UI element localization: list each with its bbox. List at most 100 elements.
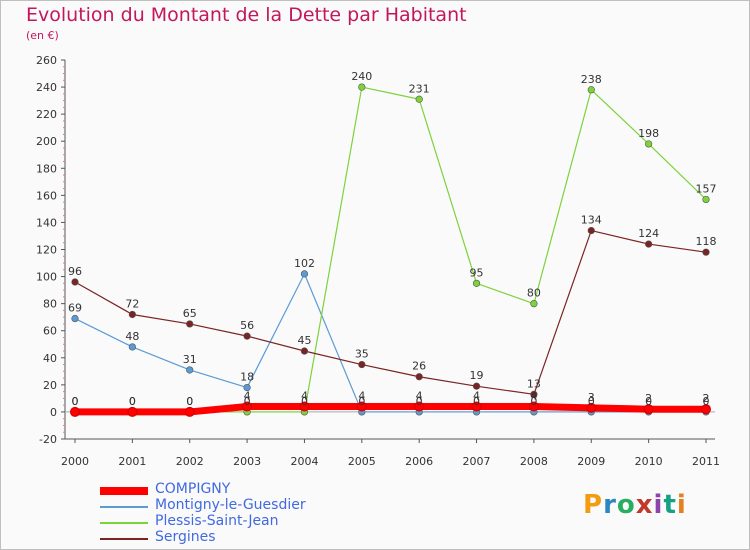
data-label-sergines: 124 <box>638 227 659 240</box>
x-tick-label: 2009 <box>577 455 605 468</box>
data-label-compigny: 4 <box>530 390 537 403</box>
data-point-compigny <box>528 401 539 412</box>
x-tick-label: 2002 <box>176 455 204 468</box>
data-label-compigny: 2 <box>645 392 652 405</box>
chart-title: Evolution du Montant de la Dette par Hab… <box>26 4 467 26</box>
x-tick-label: 2010 <box>635 455 663 468</box>
data-point-sergines <box>645 240 653 248</box>
y-tick-label: 40 <box>43 352 57 365</box>
data-point-sergines <box>415 373 423 381</box>
data-label-montigny-le-guesdier: 102 <box>294 257 315 270</box>
data-point-compigny <box>184 406 195 417</box>
x-tick-label: 2007 <box>463 455 491 468</box>
data-point-sergines <box>186 320 194 328</box>
data-point-plessis-saint-jean <box>358 83 366 91</box>
data-point-plessis-saint-jean <box>415 95 423 103</box>
data-label-montigny-le-guesdier: 0 <box>530 395 537 408</box>
data-point-compigny <box>299 401 310 412</box>
data-label-montigny-le-guesdier: 69 <box>68 302 82 315</box>
data-label-sergines: 72 <box>125 297 139 310</box>
data-label-plessis-saint-jean: 95 <box>470 266 484 279</box>
legend-label-plessis: Plessis-Saint-Jean <box>155 513 279 529</box>
x-tick-label: 2001 <box>118 455 146 468</box>
data-label-sergines: 35 <box>355 348 369 361</box>
data-label-compigny: 4 <box>416 390 423 403</box>
data-point-compigny <box>356 401 367 412</box>
y-tick-label: 240 <box>36 81 57 94</box>
y-tick-label: 260 <box>36 54 57 67</box>
y-tick-label: 220 <box>36 108 57 121</box>
data-point-compigny <box>471 401 482 412</box>
data-point-sergines <box>472 382 481 390</box>
data-label-compigny: 4 <box>358 390 365 403</box>
data-label-plessis-saint-jean: 0 <box>72 395 79 408</box>
logo-letter: i <box>676 490 687 520</box>
data-label-compigny: 0 <box>186 395 193 408</box>
series-line-compigny <box>75 403 706 416</box>
data-point-plessis-saint-jean <box>645 140 653 148</box>
data-label-sergines: 56 <box>240 319 254 332</box>
data-point-sergines <box>300 347 309 355</box>
y-tick-label: 180 <box>36 162 57 175</box>
data-label-montigny-le-guesdier: 48 <box>125 330 139 343</box>
data-point-sergines <box>587 226 595 235</box>
logo-letter: P <box>583 490 604 520</box>
y-tick-label: 200 <box>36 135 57 148</box>
data-point-sergines <box>702 248 710 256</box>
series-line-montigny-le-guesdier <box>74 273 706 413</box>
data-point-montigny-le-guesdier <box>186 366 194 374</box>
data-label-montigny-le-guesdier: 0 <box>358 395 365 408</box>
data-point-plessis-saint-jean <box>702 195 710 204</box>
data-point-montigny-le-guesdier <box>243 383 251 392</box>
data-point-sergines <box>128 310 136 319</box>
data-label-montigny-le-guesdier: 0 <box>416 395 423 408</box>
series-line-sergines <box>74 229 707 395</box>
data-label-plessis-saint-jean: 80 <box>527 287 541 300</box>
data-point-compigny <box>70 406 80 417</box>
data-point-plessis-saint-jean <box>530 300 538 308</box>
data-label-compigny: 0 <box>129 395 136 408</box>
x-tick-label: 2006 <box>405 455 433 468</box>
data-label-sergines: 65 <box>183 307 197 320</box>
data-point-sergines <box>71 278 79 286</box>
legend-swatch-montigny <box>100 506 148 508</box>
x-tick-label: 2011 <box>692 455 720 468</box>
data-label-plessis-saint-jean: 157 <box>696 182 717 195</box>
data-label-compigny: 3 <box>588 391 595 404</box>
logo-letter: o <box>616 490 636 520</box>
series-line-plessis-saint-jean <box>75 86 707 413</box>
data-label-compigny: 4 <box>244 390 251 403</box>
data-point-montigny-le-guesdier <box>300 270 309 278</box>
data-label-compigny: 0 <box>72 395 79 408</box>
y-tick-label: 0 <box>50 406 57 419</box>
data-label-montigny-le-guesdier: 31 <box>183 353 197 366</box>
x-tick-label: 2004 <box>290 455 318 468</box>
data-label-sergines: 134 <box>581 214 602 227</box>
legend-swatch-plessis <box>100 522 148 524</box>
logo-letter: t <box>663 490 677 520</box>
y-tick-label: -20 <box>39 433 57 446</box>
proxiti-logo: Proxiti <box>583 490 687 520</box>
x-tick-label: 2000 <box>61 455 89 468</box>
data-label-montigny-le-guesdier: 0 <box>588 395 595 408</box>
data-point-compigny <box>414 401 425 412</box>
logo-letter: r <box>603 490 617 520</box>
logo-letter: i <box>653 490 664 520</box>
chart-subtitle: (en €) <box>26 29 59 42</box>
data-label-montigny-le-guesdier: 18 <box>240 371 254 384</box>
data-point-compigny <box>127 406 138 417</box>
data-point-montigny-le-guesdier <box>128 343 136 351</box>
data-label-sergines: 45 <box>297 334 311 347</box>
x-tick-label: 2008 <box>520 455 548 468</box>
y-tick-label: 20 <box>43 379 57 392</box>
data-label-plessis-saint-jean: 240 <box>351 70 372 83</box>
logo-letter: x <box>635 490 654 520</box>
legend-swatch-compigny <box>100 487 148 495</box>
data-label-compigny: 2 <box>703 392 710 405</box>
y-tick-label: 140 <box>36 216 57 229</box>
data-label-plessis-saint-jean: 231 <box>409 82 430 95</box>
data-label-montigny-le-guesdier: 0 <box>703 395 710 408</box>
x-tick-label: 2005 <box>348 455 376 468</box>
